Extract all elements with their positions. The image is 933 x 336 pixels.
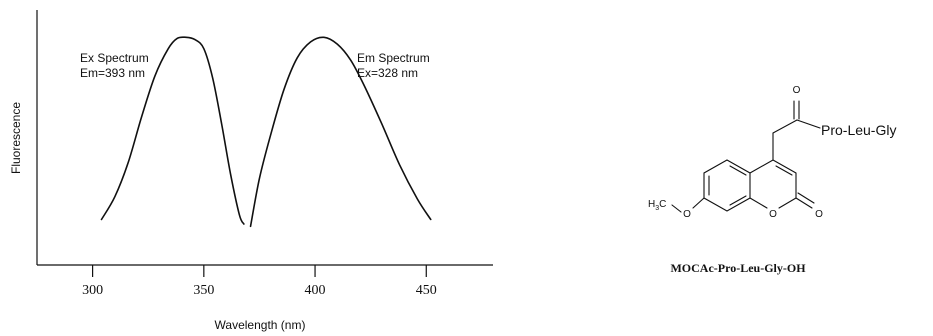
pyranone-bond-1 [749,159,774,174]
substituent-label: Pro-Leu-Gly [821,122,896,138]
compound-name: MOCAc-Pro-Leu-Gly-OH [670,261,806,275]
lactone-oxygen-label: O [815,209,823,220]
ex-spectrum-curve [100,36,245,225]
lactone-bond-b [797,192,815,204]
pyranone-bond-5 [749,197,768,209]
benzene-double-bond-3 [729,195,747,206]
pyranone-bond-2 [772,159,797,174]
series-wavelength-label: Em=393 nm [80,66,145,80]
series-name-label: Em Spectrum [357,51,430,65]
chemical-structure: O O O O H3C Pro-Leu-Gly MOCAc-Pro-Leu-Gl… [648,85,896,275]
series-wavelength-label: Ex=328 nm [357,66,418,80]
benzene-ring-bonds [703,159,751,212]
lactone-bond-a [795,197,813,209]
x-tick-label: 400 [305,283,326,298]
carbonyl-oxygen-label: O [793,85,801,96]
side-chain-bond-2 [772,119,798,134]
methoxy-bond-2 [671,204,682,213]
methoxy-bond-1 [692,197,705,209]
pyranone-bond-4 [778,197,797,209]
x-axis-label: Wavelength (nm) [215,318,306,332]
methoxy-oxygen-label: O [683,209,691,220]
x-tick-label: 300 [82,283,103,298]
x-ticks: 300 350 400 450 [82,265,437,298]
methyl-group-label: H3C [648,199,666,212]
benzene-double-bond-2 [729,165,747,176]
series-name-label: Ex Spectrum [80,51,149,65]
spectra-curves [100,36,432,228]
pyranone-double-bond [775,165,793,176]
ring-oxygen-label: O [769,209,777,220]
em-spectrum-curve [249,36,432,228]
x-tick-label: 450 [416,283,437,298]
y-axis-label: Fluorescence [9,102,23,174]
side-chain-bond-3 [796,119,821,129]
x-tick-label: 350 [193,283,214,298]
